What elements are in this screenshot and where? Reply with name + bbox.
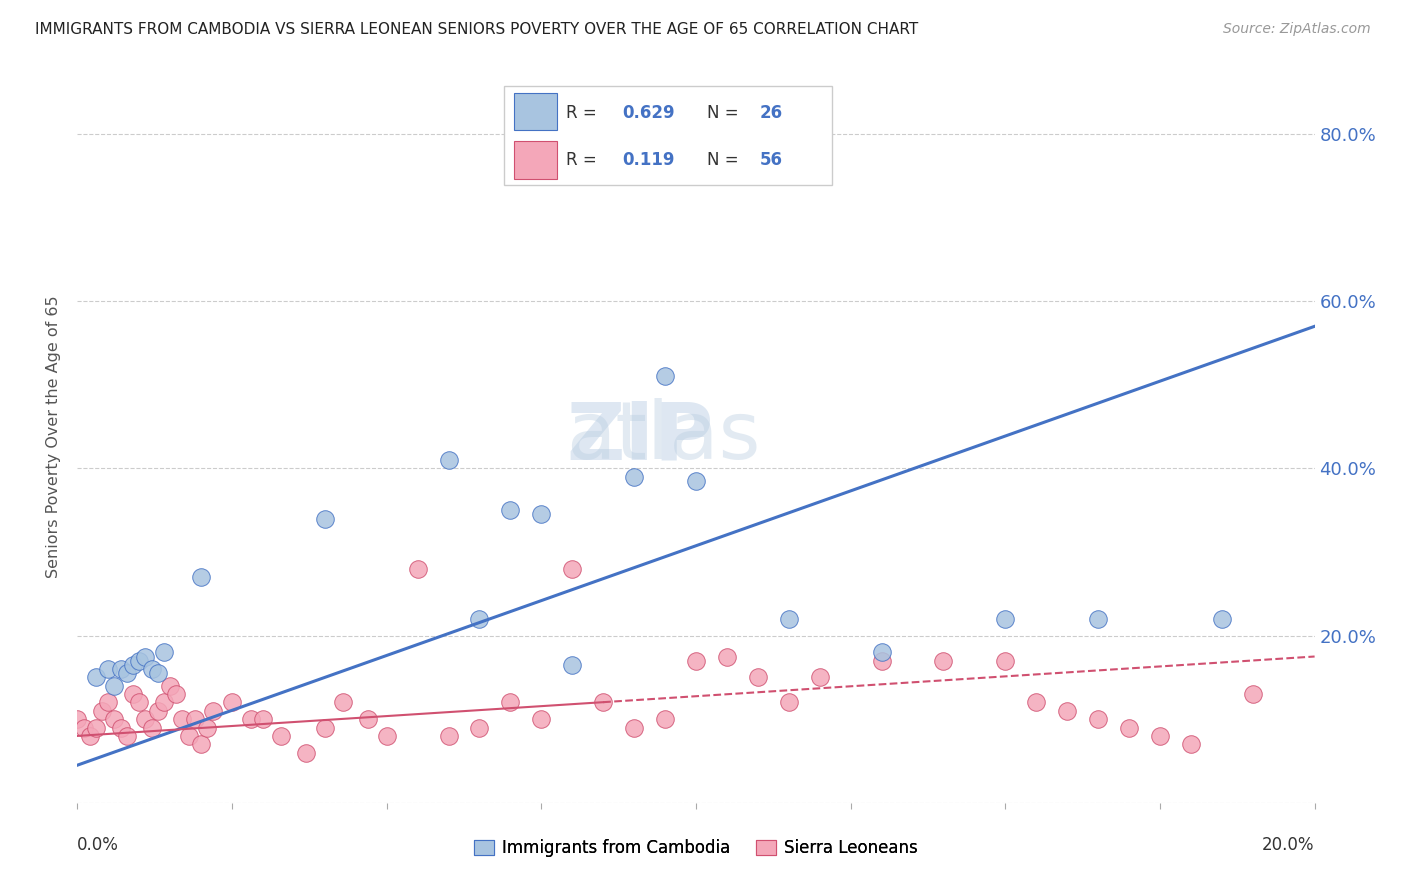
Point: [468, 612, 491, 626]
Point: [141, 721, 163, 735]
Text: atlas: atlas: [567, 398, 761, 476]
Point: [122, 657, 145, 672]
Point: [221, 696, 243, 710]
Point: [184, 712, 207, 726]
Point: [685, 654, 707, 668]
Point: [97, 662, 120, 676]
Point: [530, 508, 553, 522]
Point: [561, 657, 583, 672]
Point: [128, 696, 150, 710]
Point: [468, 721, 491, 735]
Point: [190, 737, 212, 751]
Point: [252, 712, 274, 726]
Point: [202, 704, 225, 718]
Text: 0.0%: 0.0%: [77, 837, 120, 855]
Point: [128, 654, 150, 668]
Point: [153, 696, 176, 710]
Point: [146, 666, 169, 681]
Point: [141, 662, 163, 676]
Point: [110, 662, 132, 676]
Point: [778, 612, 800, 626]
Point: [1087, 612, 1109, 626]
Point: [1211, 612, 1233, 626]
Point: [561, 562, 583, 576]
Point: [122, 687, 145, 701]
Point: [1149, 729, 1171, 743]
Text: Source: ZipAtlas.com: Source: ZipAtlas.com: [1223, 22, 1371, 37]
Point: [115, 729, 138, 743]
Legend: Immigrants from Cambodia, Sierra Leoneans: Immigrants from Cambodia, Sierra Leonean…: [467, 832, 925, 864]
Point: [654, 369, 676, 384]
Point: [870, 645, 893, 659]
Point: [499, 503, 522, 517]
Point: [72, 721, 94, 735]
Point: [1056, 704, 1078, 718]
Point: [146, 704, 169, 718]
Point: [1087, 712, 1109, 726]
Point: [314, 721, 336, 735]
Point: [870, 654, 893, 668]
Point: [172, 712, 194, 726]
Point: [778, 696, 800, 710]
Point: [134, 649, 156, 664]
Point: [115, 666, 138, 681]
Point: [530, 712, 553, 726]
Point: [437, 453, 460, 467]
Point: [808, 670, 831, 684]
Point: [84, 670, 107, 684]
Point: [295, 746, 318, 760]
Point: [177, 729, 200, 743]
Point: [1118, 721, 1140, 735]
Point: [592, 696, 614, 710]
Point: [499, 696, 522, 710]
Point: [66, 712, 89, 726]
Point: [79, 729, 101, 743]
Point: [654, 712, 676, 726]
Point: [103, 679, 125, 693]
Text: 20.0%: 20.0%: [1263, 837, 1315, 855]
Point: [270, 729, 292, 743]
Point: [165, 687, 187, 701]
Point: [357, 712, 380, 726]
Point: [994, 612, 1017, 626]
Point: [1180, 737, 1202, 751]
Point: [91, 704, 114, 718]
Point: [97, 696, 120, 710]
Point: [239, 712, 262, 726]
Point: [84, 721, 107, 735]
Y-axis label: Seniors Poverty Over the Age of 65: Seniors Poverty Over the Age of 65: [46, 296, 62, 578]
Point: [623, 470, 645, 484]
Point: [332, 696, 354, 710]
Text: ZIP: ZIP: [567, 398, 713, 476]
Text: IMMIGRANTS FROM CAMBODIA VS SIERRA LEONEAN SENIORS POVERTY OVER THE AGE OF 65 CO: IMMIGRANTS FROM CAMBODIA VS SIERRA LEONE…: [35, 22, 918, 37]
Point: [159, 679, 181, 693]
Point: [406, 562, 429, 576]
Point: [1025, 696, 1047, 710]
Point: [716, 649, 738, 664]
Point: [747, 670, 769, 684]
Point: [195, 721, 218, 735]
Point: [994, 654, 1017, 668]
Point: [685, 474, 707, 488]
Point: [1241, 687, 1264, 701]
Point: [153, 645, 176, 659]
Point: [932, 654, 955, 668]
Point: [375, 729, 398, 743]
Point: [190, 570, 212, 584]
Point: [437, 729, 460, 743]
Point: [623, 721, 645, 735]
Point: [110, 721, 132, 735]
Point: [314, 511, 336, 525]
Point: [134, 712, 156, 726]
Point: [103, 712, 125, 726]
